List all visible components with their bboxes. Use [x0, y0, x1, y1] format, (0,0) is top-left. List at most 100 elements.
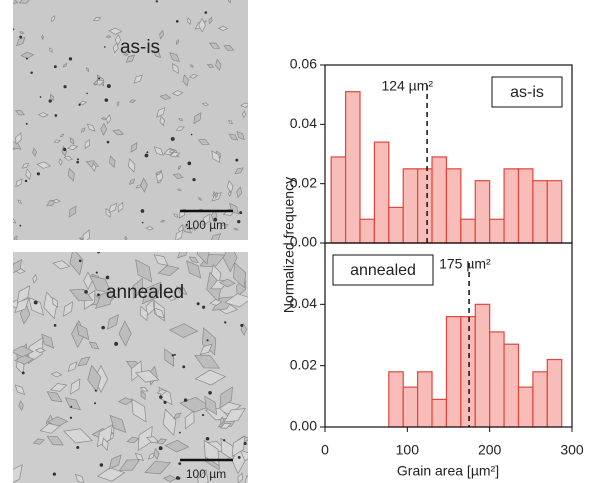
grain — [37, 112, 49, 118]
pore — [158, 446, 163, 451]
grain — [171, 90, 184, 97]
grain — [198, 17, 206, 33]
legend-label: annealed — [350, 262, 416, 279]
grain — [173, 412, 182, 420]
bar — [417, 371, 433, 428]
grain — [155, 171, 162, 175]
grain — [184, 410, 195, 430]
grain — [46, 435, 64, 446]
grain — [114, 33, 122, 46]
grain — [106, 114, 112, 125]
grain — [92, 16, 102, 22]
bar — [445, 168, 462, 244]
grain — [194, 354, 220, 369]
bar — [460, 316, 476, 428]
grain — [69, 252, 84, 276]
pore — [208, 390, 212, 395]
grain — [227, 0, 231, 4]
pore — [76, 445, 80, 450]
grain — [123, 53, 129, 56]
grain — [32, 147, 37, 157]
grain — [13, 141, 22, 150]
micrograph-bottom: annealed 100 µm — [13, 252, 248, 483]
grain — [159, 115, 165, 127]
grain — [14, 235, 18, 240]
pore — [86, 92, 88, 95]
grain — [32, 273, 38, 284]
grain — [172, 173, 184, 179]
grain — [86, 123, 96, 132]
grain — [15, 178, 23, 188]
pore — [63, 85, 67, 89]
bar — [474, 303, 491, 428]
pore — [235, 158, 239, 162]
grain — [67, 144, 79, 151]
bar — [344, 91, 361, 244]
grain — [226, 180, 234, 194]
grain — [139, 387, 149, 392]
grain — [169, 151, 181, 158]
pore — [76, 160, 80, 164]
grain — [196, 252, 210, 265]
grain — [96, 467, 126, 482]
bar — [546, 358, 563, 428]
grain — [214, 191, 219, 199]
pore — [170, 137, 175, 141]
pore — [105, 275, 110, 280]
bar — [474, 180, 491, 244]
bar — [503, 343, 520, 428]
pore — [98, 77, 101, 80]
grain — [153, 447, 160, 461]
grain — [91, 162, 97, 173]
grain — [61, 145, 68, 157]
grain — [209, 299, 223, 306]
pore — [97, 252, 100, 254]
grain — [188, 256, 199, 263]
pore — [202, 414, 205, 417]
grain — [244, 474, 248, 483]
grain — [153, 49, 162, 59]
grain — [125, 54, 136, 63]
pore — [99, 463, 104, 467]
pore — [183, 398, 188, 402]
bar — [546, 180, 563, 244]
bar — [431, 156, 448, 244]
grain — [68, 205, 77, 218]
grain — [43, 291, 58, 320]
grain — [13, 0, 19, 4]
y-axis-label: Normalized frequency — [281, 177, 297, 313]
grain — [32, 438, 45, 445]
grain — [100, 122, 107, 136]
grain — [118, 459, 141, 471]
y-tick-label: 0.00 — [290, 418, 317, 434]
pore — [39, 96, 42, 98]
grain — [169, 323, 199, 338]
pore — [159, 395, 163, 399]
pore — [114, 341, 119, 346]
grain — [16, 285, 31, 304]
grain — [77, 356, 91, 367]
grain — [168, 149, 176, 154]
pore — [163, 400, 167, 404]
grain — [21, 162, 30, 169]
x-tick-label: 0 — [321, 442, 329, 458]
pore — [97, 293, 100, 297]
bar — [445, 316, 462, 428]
grain — [128, 158, 136, 173]
pore — [63, 147, 67, 152]
pore — [21, 371, 25, 375]
bar — [532, 371, 548, 428]
grain — [172, 63, 179, 74]
pore — [94, 389, 97, 392]
y-tick-label: 0.04 — [290, 115, 317, 131]
pore — [155, 0, 158, 3]
pore — [205, 436, 210, 441]
grain — [108, 202, 118, 214]
grain — [70, 378, 81, 395]
grain — [74, 473, 85, 483]
grain — [76, 323, 90, 341]
grain — [176, 286, 188, 295]
pore — [192, 177, 196, 182]
grain — [105, 207, 111, 218]
grain — [135, 184, 142, 189]
